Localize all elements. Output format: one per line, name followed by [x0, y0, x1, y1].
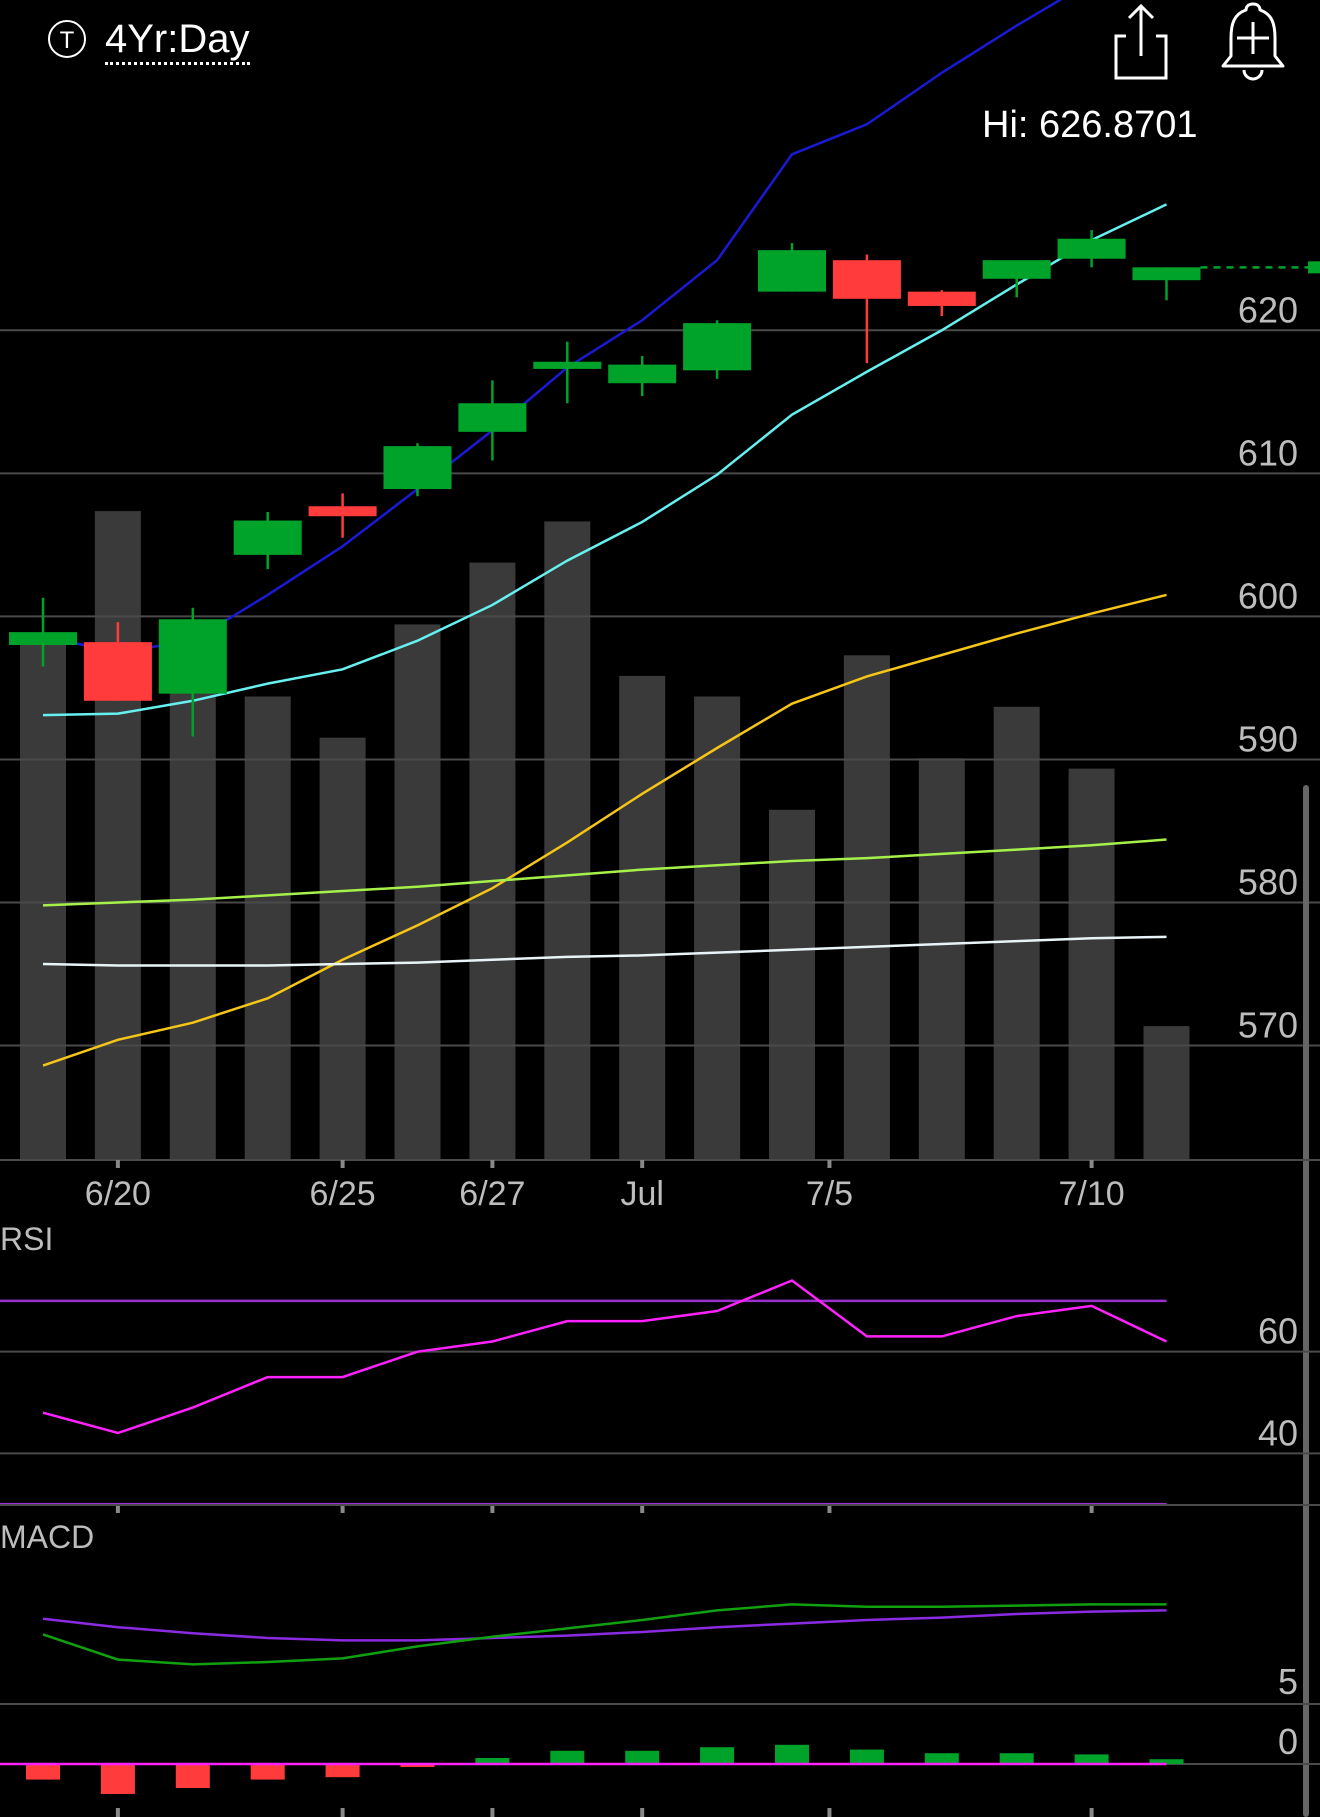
toolbar: T 4Yr:Day	[0, 0, 1320, 90]
macd-histogram-bar	[325, 1764, 360, 1778]
high-price-label: Hi: 626.8701	[982, 104, 1198, 146]
add-alert-bell-icon[interactable]	[1218, 0, 1288, 84]
x-axis-label: Jul	[620, 1175, 663, 1213]
macd-histogram-bar	[700, 1747, 735, 1764]
candle-body	[233, 520, 302, 555]
scrollbar	[1303, 785, 1309, 1817]
last-price-marker	[1308, 261, 1320, 274]
volume-bar	[843, 655, 890, 1160]
moving-average-line	[42, 0, 1063, 654]
candle-body	[982, 260, 1051, 279]
candle-body	[533, 361, 602, 369]
macd-histogram-bar	[1149, 1759, 1184, 1764]
volume-bar	[244, 696, 291, 1160]
volume-bar	[1068, 768, 1115, 1160]
macd-histogram-bar	[26, 1764, 60, 1780]
volume-bar	[619, 675, 666, 1160]
candle-body	[907, 291, 976, 306]
price-axis-label: 600	[1238, 575, 1298, 616]
candle-body	[758, 250, 826, 292]
volume-bar	[319, 737, 366, 1160]
volume-bar	[1143, 1026, 1190, 1160]
macd-axis-label: 0	[1278, 1721, 1298, 1762]
rsi-axis-label: 60	[1258, 1311, 1298, 1352]
x-axis-label: 6/25	[310, 1175, 376, 1213]
macd-histogram-bar	[625, 1750, 660, 1764]
macd-histogram-bar	[250, 1764, 285, 1780]
x-axis-label: 6/20	[85, 1175, 151, 1213]
price-axis-label: 620	[1238, 289, 1298, 330]
volume-bar	[469, 562, 516, 1160]
volume-bar	[544, 521, 591, 1160]
candle-body	[83, 642, 152, 701]
price-axis-label: 590	[1238, 718, 1298, 759]
rsi-title: RSI	[0, 1221, 53, 1257]
candle-body	[608, 364, 677, 384]
macd-histogram-bar	[400, 1764, 435, 1767]
macd-histogram-bar	[924, 1753, 959, 1764]
macd-histogram-bar	[775, 1744, 809, 1764]
macd-histogram-bar	[999, 1753, 1034, 1764]
rsi-line	[42, 1279, 1168, 1435]
macd-histogram-bar	[550, 1750, 585, 1764]
candle-body	[158, 619, 227, 694]
ticker-icon[interactable]: T	[48, 20, 86, 58]
price-axis-label: 580	[1238, 862, 1298, 903]
volume-bar	[769, 809, 815, 1160]
moving-average-line	[42, 593, 1167, 1067]
macd-histogram-bar	[100, 1764, 135, 1794]
price-axis-label: 570	[1238, 1005, 1298, 1046]
candle-body	[832, 260, 901, 299]
macd-histogram-bar	[849, 1749, 884, 1764]
volume-bar	[694, 696, 741, 1160]
candle-body	[308, 506, 377, 517]
x-axis-label: 6/27	[459, 1175, 525, 1213]
macd-histogram-bar	[175, 1764, 210, 1788]
candle-body	[383, 446, 452, 490]
macd-histogram-bar	[475, 1758, 510, 1764]
x-axis-label: 7/10	[1059, 1175, 1125, 1213]
candle-body	[458, 403, 527, 432]
macd-signal-line	[42, 1609, 1167, 1642]
candle-body	[683, 323, 752, 371]
moving-average-line	[42, 203, 1168, 717]
volume-bars	[20, 511, 1190, 1161]
macd-axis-label: 5	[1278, 1661, 1298, 1702]
volume-bar	[394, 624, 441, 1160]
timeframe-selector[interactable]: 4Yr:Day	[105, 16, 250, 65]
candle-body	[1057, 238, 1126, 259]
volume-bar	[918, 758, 965, 1160]
moving-average-line	[42, 838, 1167, 907]
rsi-axis-label: 40	[1258, 1412, 1298, 1453]
macd-histogram-bar	[1074, 1754, 1109, 1764]
moving-average-line	[42, 935, 1167, 967]
share-icon[interactable]	[1108, 0, 1174, 84]
volume-bar	[20, 634, 66, 1160]
price-axis-label: 610	[1238, 432, 1298, 473]
volume-bar	[993, 706, 1040, 1160]
volume-bar	[94, 511, 141, 1161]
x-axis-label: 7/5	[806, 1175, 853, 1213]
candle-body	[1132, 267, 1201, 281]
candle-body	[9, 632, 77, 645]
macd-title: MACD	[0, 1519, 94, 1555]
macd-line	[42, 1603, 1167, 1666]
